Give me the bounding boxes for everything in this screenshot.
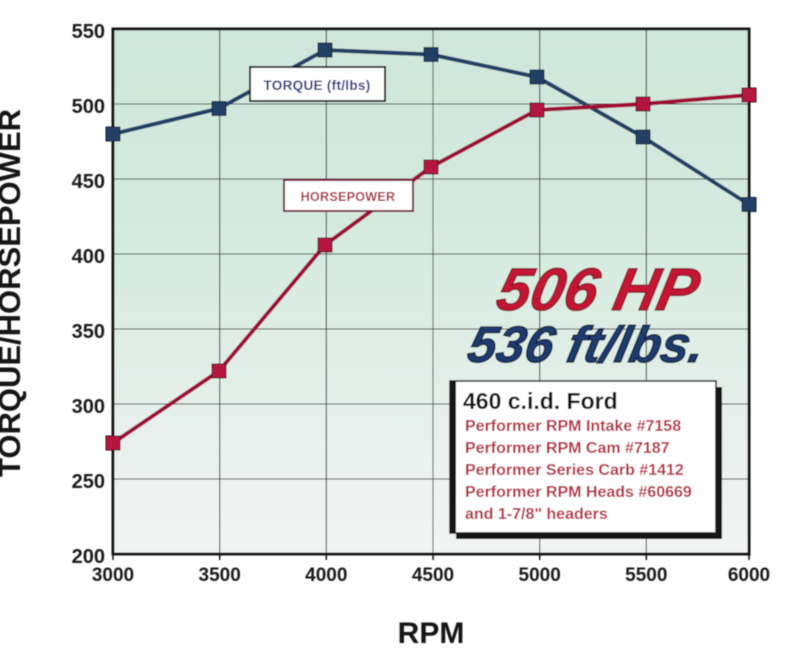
svg-text:Performer RPM Heads #60669: Performer RPM Heads #60669 xyxy=(465,484,692,501)
svg-text:4500: 4500 xyxy=(412,565,454,586)
svg-text:506 HP: 506 HP xyxy=(491,256,706,323)
svg-text:4000: 4000 xyxy=(305,565,347,586)
svg-text:350: 350 xyxy=(72,321,105,343)
svg-text:250: 250 xyxy=(72,471,105,493)
svg-text:and 1-7/8" headers: and 1-7/8" headers xyxy=(465,506,608,523)
svg-text:5000: 5000 xyxy=(519,565,561,586)
svg-text:300: 300 xyxy=(72,396,105,418)
svg-text:Performer RPM Intake #7158: Performer RPM Intake #7158 xyxy=(465,418,681,435)
svg-text:5500: 5500 xyxy=(625,565,667,586)
svg-text:TORQUE (ft/lbs): TORQUE (ft/lbs) xyxy=(264,78,371,93)
svg-text:3000: 3000 xyxy=(92,565,134,586)
svg-text:3500: 3500 xyxy=(199,565,241,586)
svg-text:6000: 6000 xyxy=(728,565,770,586)
svg-text:Performer Series Carb #1412: Performer Series Carb #1412 xyxy=(465,462,684,479)
svg-text:500: 500 xyxy=(72,96,105,118)
svg-text:400: 400 xyxy=(72,246,105,268)
svg-text:Performer RPM Cam #7187: Performer RPM Cam #7187 xyxy=(465,440,670,457)
svg-text:TORQUE/HORSEPOWER: TORQUE/HORSEPOWER xyxy=(0,109,27,477)
svg-text:460 c.i.d. Ford: 460 c.i.d. Ford xyxy=(463,388,618,414)
svg-text:450: 450 xyxy=(72,171,105,193)
svg-text:550: 550 xyxy=(72,21,105,43)
svg-text:536 ft/lbs.: 536 ft/lbs. xyxy=(463,316,710,373)
svg-text:HORSEPOWER: HORSEPOWER xyxy=(301,190,396,204)
svg-text:RPM: RPM xyxy=(398,617,465,650)
